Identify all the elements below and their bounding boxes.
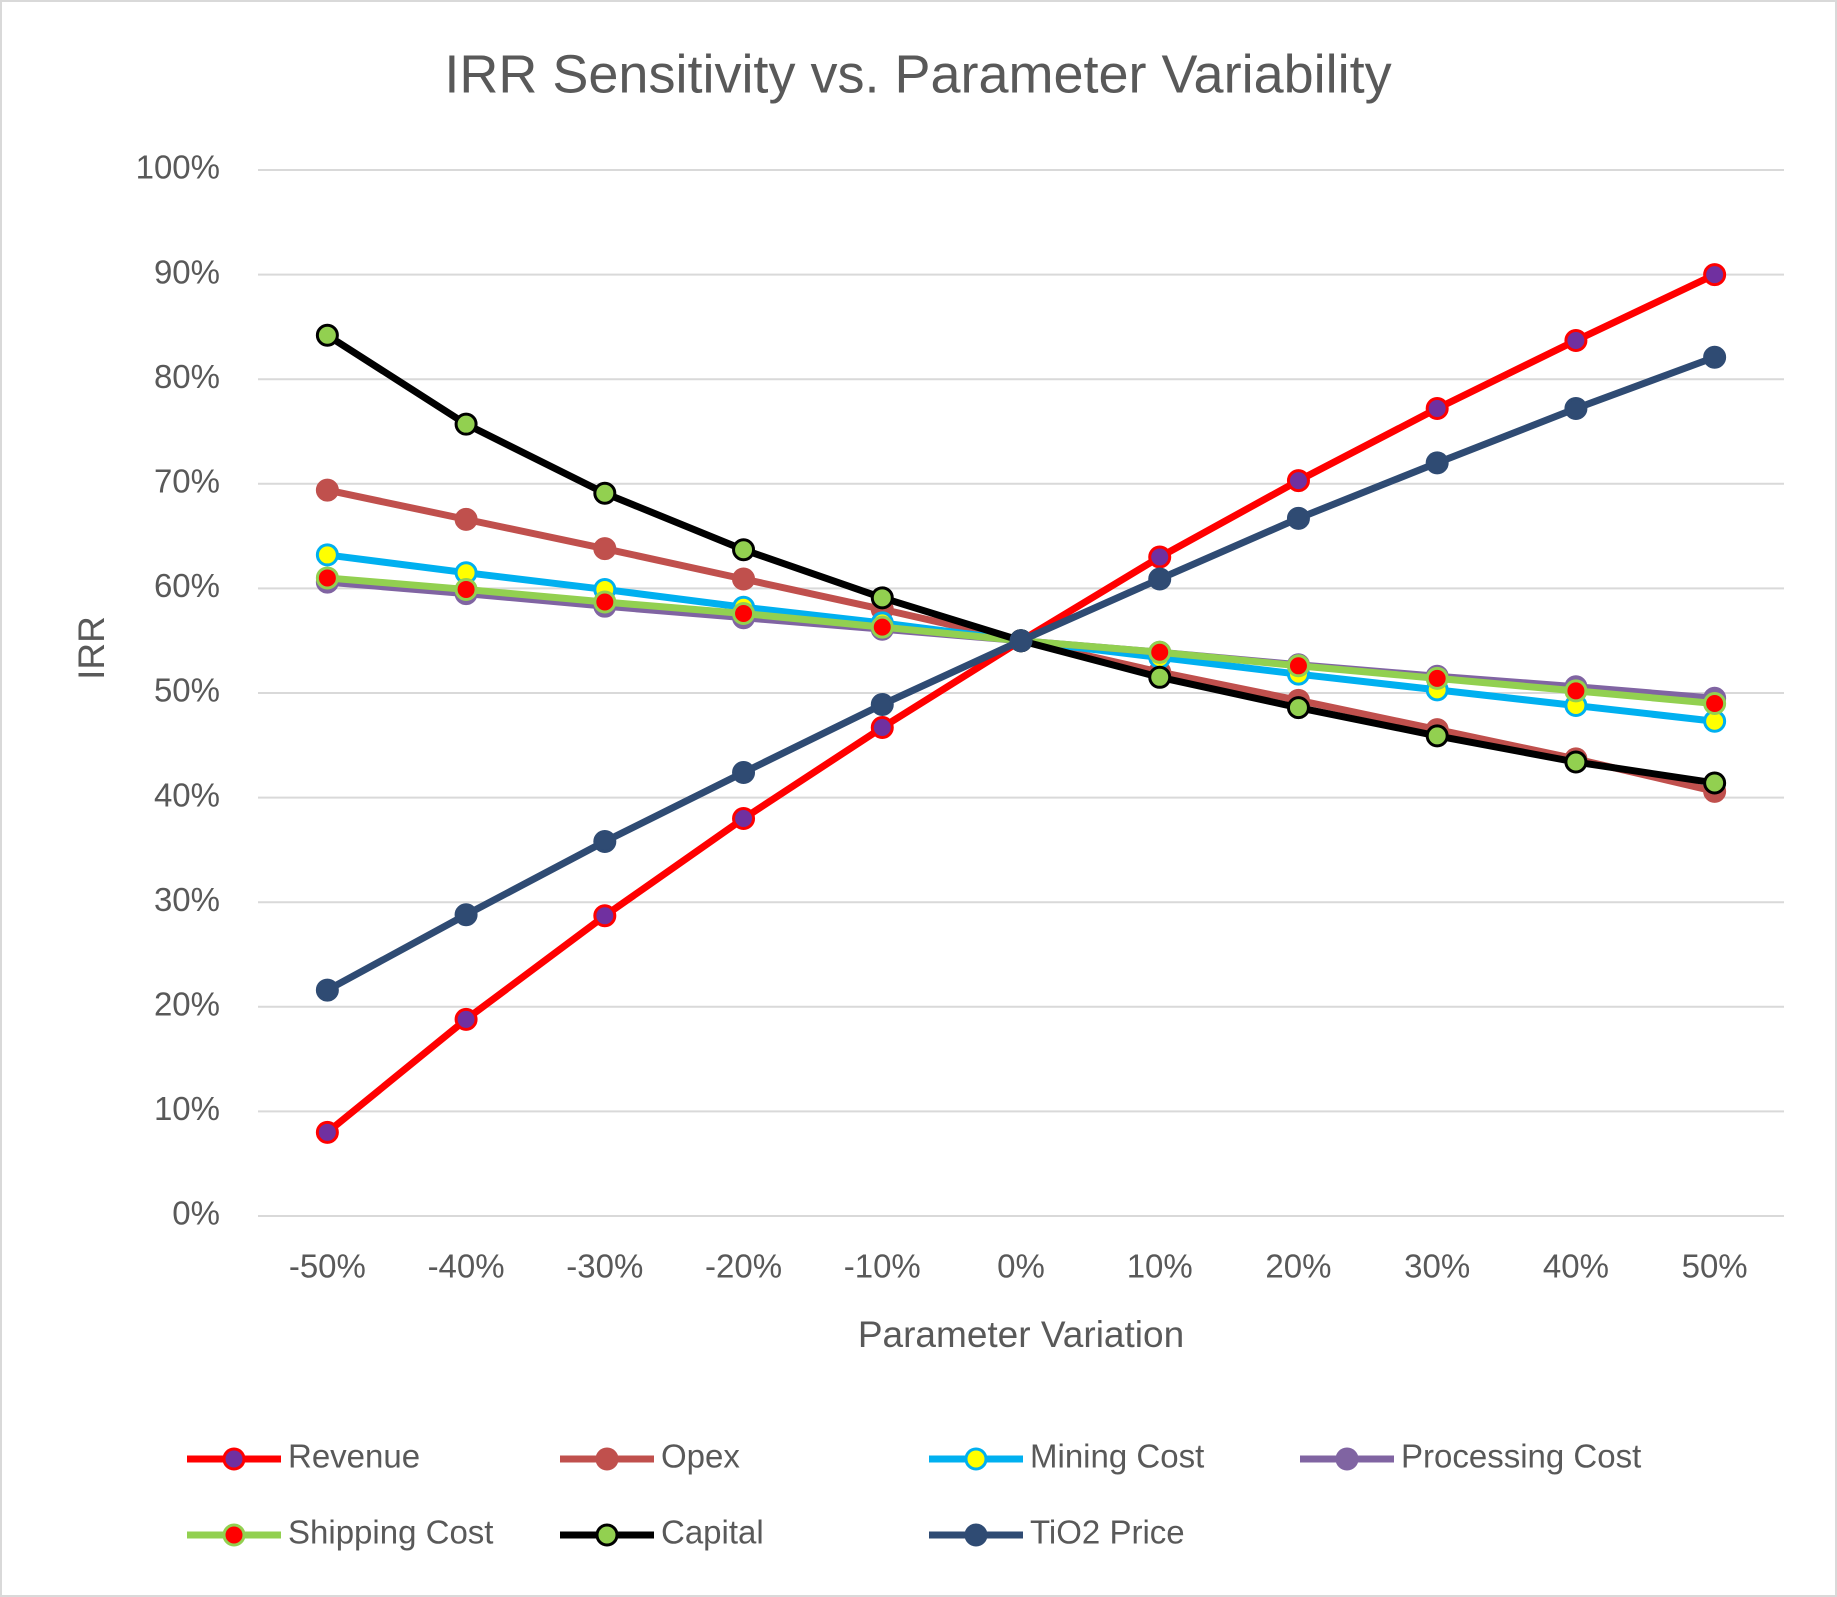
y-tick-label: 10%: [154, 1090, 220, 1127]
legend-marker: [964, 1523, 988, 1547]
legend-label: Opex: [661, 1438, 740, 1475]
point-marker: [1009, 629, 1033, 653]
y-tick-label: 80%: [154, 358, 220, 395]
point-marker: [1564, 396, 1588, 420]
point-marker: [315, 566, 339, 590]
point-marker: [593, 590, 617, 614]
y-tick-label: 30%: [154, 881, 220, 918]
point-marker: [732, 602, 756, 626]
legend-label: Mining Cost: [1030, 1438, 1204, 1475]
chart-title: IRR Sensitivity vs. Parameter Variabilit…: [444, 44, 1391, 104]
y-axis-title: IRR: [71, 616, 112, 680]
point-marker: [315, 543, 339, 567]
point-marker: [1425, 666, 1449, 690]
point-marker: [1425, 724, 1449, 748]
x-tick-label: -30%: [566, 1248, 643, 1285]
point-marker: [1148, 545, 1172, 569]
legend-marker: [595, 1447, 619, 1471]
point-marker: [1425, 451, 1449, 475]
point-marker: [1703, 691, 1727, 715]
legend-marker: [1335, 1447, 1359, 1471]
point-marker: [1564, 679, 1588, 703]
y-tick-label: 20%: [154, 986, 220, 1023]
point-marker: [1286, 696, 1310, 720]
point-marker: [732, 807, 756, 831]
point-marker: [315, 478, 339, 502]
point-marker: [1148, 640, 1172, 664]
point-marker: [870, 586, 894, 610]
point-marker: [732, 538, 756, 562]
point-marker: [1148, 665, 1172, 689]
point-marker: [732, 760, 756, 784]
legend-label: Shipping Cost: [288, 1514, 493, 1551]
x-tick-label: -20%: [705, 1248, 782, 1285]
point-marker: [315, 323, 339, 347]
point-marker: [1703, 345, 1727, 369]
y-tick-label: 100%: [136, 149, 220, 186]
legend-marker: [964, 1447, 988, 1471]
point-marker: [1148, 567, 1172, 591]
y-tick-label: 40%: [154, 776, 220, 813]
point-marker: [1286, 506, 1310, 530]
point-marker: [1703, 263, 1727, 287]
y-tick-label: 60%: [154, 567, 220, 604]
point-marker: [1286, 469, 1310, 493]
legend-label: Processing Cost: [1401, 1438, 1641, 1475]
point-marker: [315, 1120, 339, 1144]
point-marker: [454, 1007, 478, 1031]
legend-marker: [222, 1447, 246, 1471]
point-marker: [1286, 654, 1310, 678]
point-marker: [315, 978, 339, 1002]
point-marker: [454, 903, 478, 927]
legend-marker: [222, 1523, 246, 1547]
legend-label: Revenue: [288, 1438, 420, 1475]
x-tick-label: 40%: [1543, 1248, 1609, 1285]
point-marker: [870, 615, 894, 639]
x-tick-label: 30%: [1404, 1248, 1470, 1285]
x-tick-label: 50%: [1682, 1248, 1748, 1285]
point-marker: [1564, 750, 1588, 774]
point-marker: [1425, 396, 1449, 420]
point-marker: [454, 412, 478, 436]
legend-marker: [595, 1523, 619, 1547]
point-marker: [454, 507, 478, 531]
legend-label: TiO2 Price: [1030, 1514, 1185, 1551]
point-marker: [1564, 328, 1588, 352]
x-tick-label: 0%: [997, 1248, 1045, 1285]
x-tick-label: 10%: [1127, 1248, 1193, 1285]
y-tick-label: 70%: [154, 463, 220, 500]
legend-label: Capital: [661, 1514, 764, 1551]
x-tick-label: -50%: [289, 1248, 366, 1285]
x-tick-label: 20%: [1265, 1248, 1331, 1285]
y-tick-label: 50%: [154, 672, 220, 709]
x-tick-label: -40%: [428, 1248, 505, 1285]
point-marker: [593, 904, 617, 928]
point-marker: [870, 693, 894, 717]
point-marker: [1703, 771, 1727, 795]
point-marker: [870, 716, 894, 740]
x-tick-label: -10%: [844, 1248, 921, 1285]
point-marker: [593, 830, 617, 854]
point-marker: [593, 537, 617, 561]
point-marker: [454, 577, 478, 601]
x-axis-title: Parameter Variation: [858, 1314, 1184, 1355]
point-marker: [732, 567, 756, 591]
y-tick-label: 0%: [172, 1195, 220, 1232]
y-tick-label: 90%: [154, 253, 220, 290]
point-marker: [593, 481, 617, 505]
